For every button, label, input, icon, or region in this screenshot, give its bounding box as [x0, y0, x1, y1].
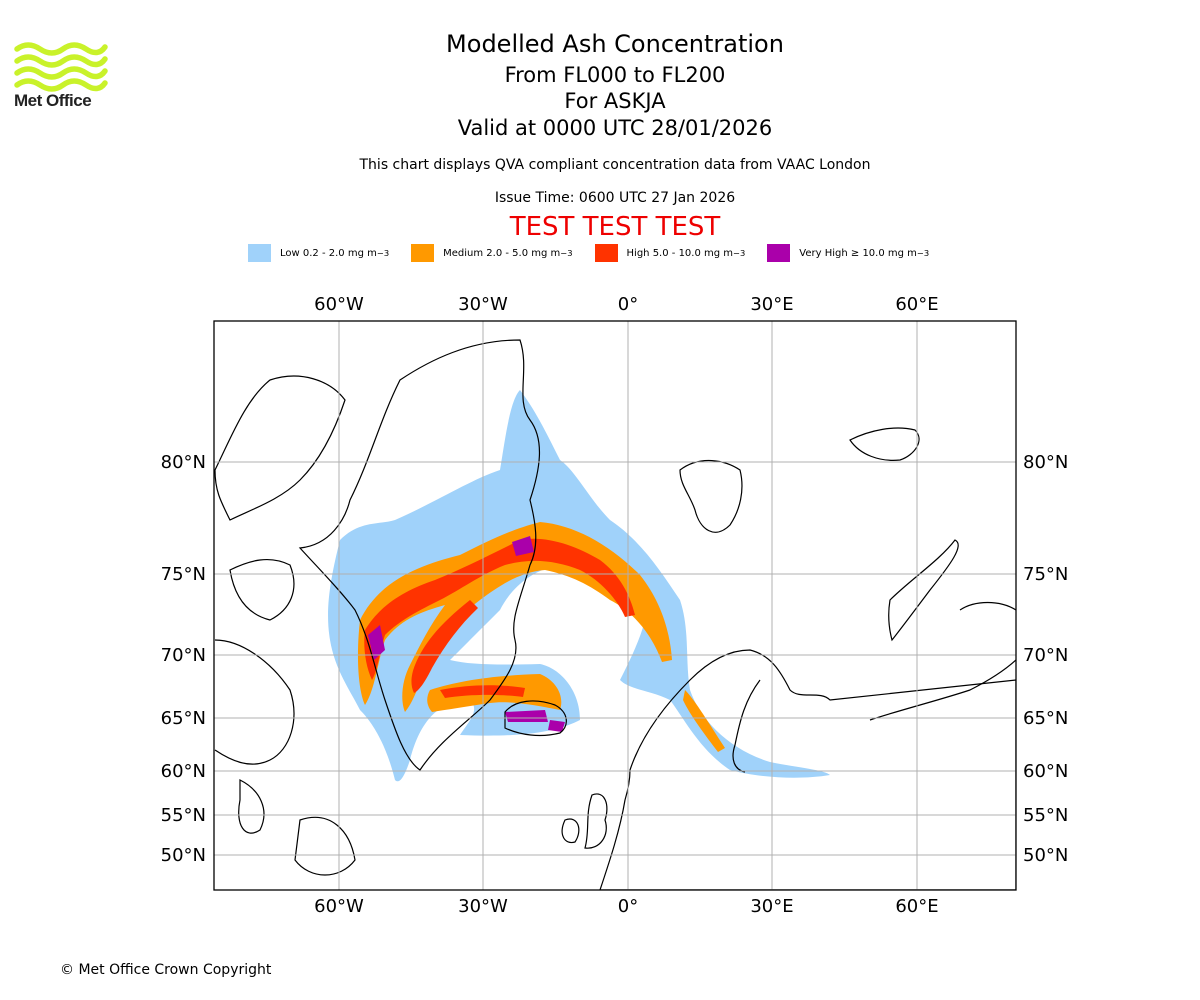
legend-label-low: Low 0.2 - 2.0 mg m — [280, 247, 377, 259]
legend-label-very-high: Very High ≥ 10.0 mg m — [799, 247, 917, 259]
lat-label-left: 75°N — [161, 564, 206, 585]
map-frame — [213, 320, 1017, 891]
legend-item-high: High 5.0 - 10.0 mg m −3 — [594, 244, 746, 262]
lat-label-left: 60°N — [161, 761, 206, 782]
legend-label-high: High 5.0 - 10.0 mg m — [626, 247, 734, 259]
lon-label-bottom: 60°E — [895, 896, 938, 917]
lat-label-right: 55°N — [1023, 805, 1068, 826]
volcano-name: For ASKJA — [564, 89, 666, 113]
lon-label-top: 0° — [618, 294, 638, 315]
legend-unit-exp: −3 — [916, 248, 930, 258]
legend-item-very-high: Very High ≥ 10.0 mg m −3 — [767, 244, 929, 262]
lat-label-right: 70°N — [1023, 645, 1068, 666]
lat-label-left: 50°N — [161, 845, 206, 866]
flight-level-range: From FL000 to FL200 — [504, 63, 726, 87]
ash-low-region — [328, 390, 830, 782]
lat-label-right: 65°N — [1023, 708, 1068, 729]
legend-unit-exp: −3 — [560, 248, 573, 258]
valid-time: Valid at 0000 UTC 28/01/2026 — [457, 116, 773, 140]
lat-label-right: 75°N — [1023, 564, 1068, 585]
lat-label-left: 70°N — [161, 645, 206, 666]
lon-label-top: 60°E — [895, 294, 938, 315]
ash-very-high-region — [368, 536, 565, 732]
lat-label-left: 55°N — [161, 805, 206, 826]
lat-label-right: 80°N — [1023, 452, 1068, 473]
legend-swatch-low — [248, 244, 271, 262]
lon-label-top: 30°W — [458, 294, 508, 315]
copyright-notice: © Met Office Crown Copyright — [60, 962, 272, 978]
lon-label-bottom: 30°W — [458, 896, 508, 917]
legend-swatch-high — [594, 244, 618, 262]
lon-label-bottom: 60°W — [314, 896, 364, 917]
legend-unit-exp: −3 — [376, 248, 390, 258]
chart-title: Modelled Ash Concentration — [446, 30, 784, 58]
legend-label-medium: Medium 2.0 - 5.0 mg m — [443, 247, 561, 259]
lat-label-right: 50°N — [1023, 845, 1068, 866]
met-office-logo — [14, 42, 108, 92]
logo-wordmark: Met Office — [14, 91, 92, 110]
legend-swatch-medium — [411, 244, 435, 262]
lat-label-left: 65°N — [161, 708, 206, 729]
concentration-legend: Low 0.2 - 2.0 mg m −3 Medium 2.0 - 5.0 mg… — [248, 243, 951, 263]
test-banner: TEST TEST TEST — [509, 212, 721, 242]
lon-label-bottom: 30°E — [750, 896, 793, 917]
lon-label-top: 30°E — [750, 294, 793, 315]
lon-label-bottom: 0° — [618, 896, 638, 917]
lat-label-right: 60°N — [1023, 761, 1068, 782]
coastlines — [214, 339, 1016, 890]
legend-item-low: Low 0.2 - 2.0 mg m −3 — [248, 244, 389, 262]
graticule — [214, 321, 1016, 890]
compliance-note: This chart displays QVA compliant concen… — [359, 157, 871, 173]
lat-label-left: 80°N — [161, 452, 206, 473]
legend-item-medium: Medium 2.0 - 5.0 mg m −3 — [411, 244, 573, 262]
lon-label-top: 60°W — [314, 294, 364, 315]
legend-unit-exp: −3 — [733, 248, 746, 258]
issue-time: Issue Time: 0600 UTC 27 Jan 2026 — [494, 190, 736, 206]
legend-swatch-very-high — [767, 244, 791, 262]
